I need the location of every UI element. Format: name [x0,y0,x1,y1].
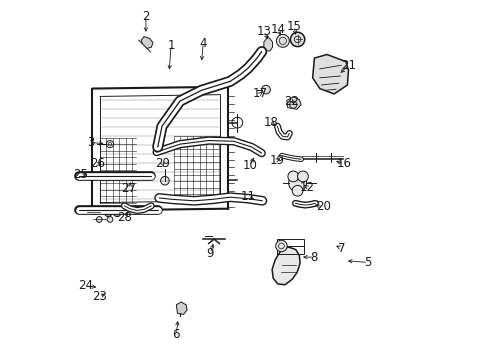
Text: 8: 8 [310,251,318,264]
Circle shape [275,240,286,252]
Text: 29: 29 [155,157,170,170]
Text: 18: 18 [264,116,278,129]
Circle shape [292,185,303,196]
Circle shape [276,35,289,47]
Text: 12: 12 [299,181,314,194]
Text: 6: 6 [172,328,180,341]
Polygon shape [286,97,301,109]
Circle shape [297,171,308,182]
Text: 24: 24 [79,279,93,292]
Circle shape [91,209,97,215]
Text: 1: 1 [167,39,174,52]
Polygon shape [176,302,187,315]
Circle shape [96,217,102,222]
Circle shape [104,172,111,179]
Circle shape [160,176,169,185]
Text: 15: 15 [286,20,301,33]
Text: 11: 11 [240,190,255,203]
Text: 9: 9 [206,247,214,260]
Text: 25: 25 [73,168,87,181]
Text: 21: 21 [340,59,355,72]
Text: 4: 4 [199,36,206,50]
Text: 20: 20 [315,201,330,213]
Text: 19: 19 [269,154,284,167]
Text: 17: 17 [252,87,267,100]
Text: 10: 10 [242,159,257,172]
Circle shape [107,217,113,222]
Circle shape [290,32,304,46]
Polygon shape [141,37,153,48]
Bar [276,239,303,254]
Circle shape [104,210,112,217]
Text: 2: 2 [142,10,149,23]
Polygon shape [264,37,272,51]
Circle shape [287,171,298,182]
Circle shape [96,172,102,179]
Polygon shape [312,54,348,94]
Text: 26: 26 [90,157,105,170]
Polygon shape [271,247,300,285]
Text: 3: 3 [87,136,95,149]
Text: 5: 5 [364,256,371,269]
Text: 23: 23 [92,290,106,303]
Circle shape [261,85,270,94]
Text: 16: 16 [336,157,351,170]
Text: 22: 22 [284,95,299,108]
Text: 14: 14 [270,23,285,36]
Text: 28: 28 [117,211,132,224]
Text: 7: 7 [337,242,345,255]
Text: 27: 27 [122,183,136,195]
Circle shape [113,210,121,217]
Text: 13: 13 [256,25,271,38]
Circle shape [288,174,306,192]
